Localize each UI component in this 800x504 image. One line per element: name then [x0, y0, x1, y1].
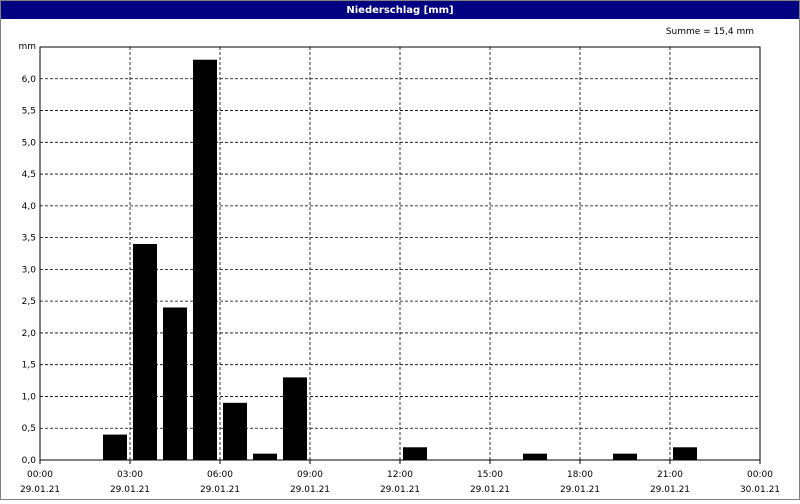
- x-tick-label: 03:00: [117, 470, 143, 480]
- x-tick-date: 29.01.21: [380, 485, 420, 495]
- y-tick-label: 2,5: [22, 297, 36, 307]
- y-tick-label: 2,0: [22, 329, 37, 339]
- y-tick-label: 4,0: [22, 202, 37, 212]
- y-tick-label: 6,0: [22, 75, 37, 85]
- x-tick-label: 18:00: [567, 470, 593, 480]
- x-tick-label: 00:00: [27, 470, 53, 480]
- x-tick-date: 29.01.21: [290, 485, 330, 495]
- x-tick-label: 06:00: [207, 470, 233, 480]
- plot-frame: [39, 46, 761, 461]
- y-tick-label: 5,0: [22, 138, 37, 148]
- x-tick-label: 00:00: [747, 470, 773, 480]
- bar: [223, 402, 247, 460]
- x-tick-date: 29.01.21: [650, 485, 690, 495]
- y-tick-label: 3,5: [22, 234, 36, 244]
- bar: [403, 447, 427, 460]
- y-tick-label: 5,5: [22, 107, 36, 117]
- y-tick-label: 0,5: [22, 424, 36, 434]
- y-tick-label: 1,0: [22, 392, 37, 402]
- x-tick-label: 21:00: [657, 470, 683, 480]
- bar: [523, 453, 547, 460]
- bar: [163, 307, 187, 460]
- x-tick-label: 15:00: [477, 470, 503, 480]
- bar: [253, 453, 277, 460]
- y-tick-label: 0,0: [22, 456, 37, 466]
- x-tick-date: 29.01.21: [560, 485, 600, 495]
- y-tick-label: 4,5: [22, 170, 36, 180]
- title-bar: [1, 1, 799, 19]
- bar: [193, 59, 217, 460]
- y-unit: mm: [18, 42, 36, 52]
- y-tick-label: 1,5: [22, 361, 36, 371]
- x-tick-label: 09:00: [297, 470, 323, 480]
- x-tick-date: 29.01.21: [200, 485, 240, 495]
- chart-title: Niederschlag [mm]: [346, 5, 453, 16]
- x-tick-date: 29.01.21: [110, 485, 150, 495]
- bar: [283, 377, 307, 460]
- x-tick-label: 12:00: [387, 470, 413, 480]
- x-tick-date: 30.01.21: [740, 485, 780, 495]
- annotation: Summe = 15,4 mm: [666, 27, 754, 37]
- x-tick-date: 29.01.21: [20, 485, 60, 495]
- bar: [103, 434, 127, 460]
- y-tick-label: 3,0: [22, 265, 37, 275]
- bar: [133, 243, 157, 460]
- bar: [613, 453, 637, 460]
- bar: [673, 447, 697, 460]
- x-tick-date: 29.01.21: [470, 485, 510, 495]
